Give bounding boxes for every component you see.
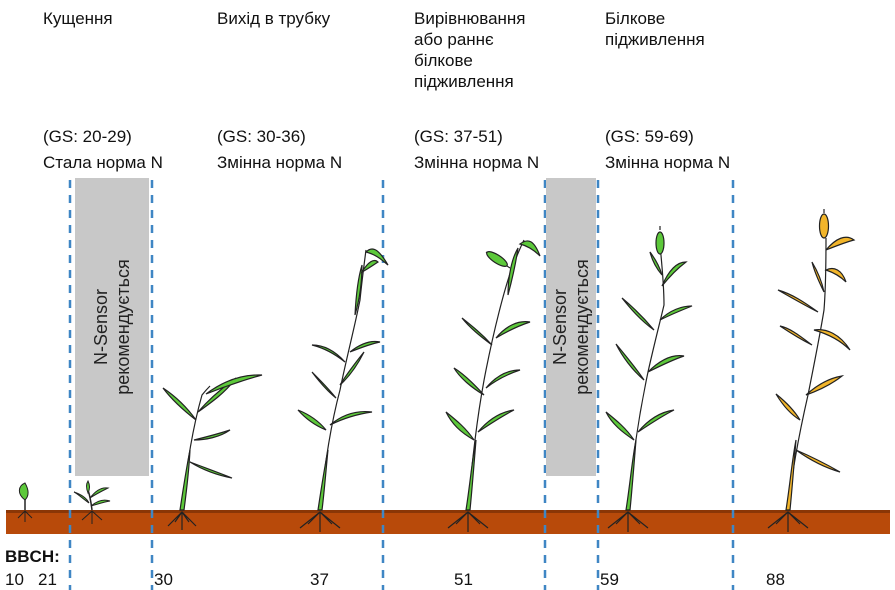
stage-gs-range: (GS: 59-69): [605, 127, 694, 146]
n-sensor-recommended: рекомендується: [113, 259, 133, 395]
stage-tillering: Кущення (GS: 20-29) Стала норма N: [43, 8, 163, 172]
bbch-value: 10: [5, 570, 24, 589]
stage-name: Кущення: [43, 9, 113, 28]
bbch-value: 37: [310, 570, 329, 589]
soil-strip: [6, 510, 890, 534]
bbch-value: 88: [766, 570, 785, 589]
plant-bbch-30: [162, 374, 263, 530]
stage-n-rate: Змінна норма N: [605, 153, 731, 172]
n-sensor-box: N-Sensor рекомендується: [546, 178, 596, 476]
n-sensor-label: N-Sensor рекомендується: [549, 259, 593, 395]
bbch-title: BBCH:: [5, 547, 60, 566]
ear-ripe: [818, 209, 830, 239]
stage-gs-range: (GS: 37-51): [414, 127, 503, 146]
stage-stem-elongation: Вихід в трубку (GS: 30-36) Змінна норма …: [217, 8, 342, 172]
stage-name: Вихід в трубку: [217, 9, 331, 28]
stage-gs-range: (GS: 30-36): [217, 127, 306, 146]
plant-bbch-37: [297, 248, 389, 532]
stage-protein-feeding: Білкове підживлення (GS: 59-69) Змінна н…: [605, 8, 730, 172]
stage-early-protein: Вирівнювання або раннє білкове підживлен…: [414, 8, 539, 172]
stage-name: Вирівнювання або раннє білкове підживлен…: [414, 9, 526, 91]
stage-n-rate: Змінна норма N: [414, 153, 540, 172]
ear-green: [485, 251, 511, 269]
n-sensor-name: N-Sensor: [91, 288, 111, 366]
plant-bbch-51: [445, 239, 541, 532]
n-sensor-box: N-Sensor рекомендується: [75, 178, 149, 476]
n-sensor-recommended: рекомендується: [572, 259, 592, 395]
plant-bbch-21: [73, 480, 111, 524]
stage-gs-range: (GS: 20-29): [43, 127, 132, 146]
n-sensor-label: N-Sensor рекомендується: [90, 259, 134, 395]
bbch-value: 51: [454, 570, 473, 589]
bbch-value: 59: [600, 570, 619, 589]
bbch-value: 21: [38, 570, 57, 589]
stage-name: Білкове підживлення: [605, 9, 705, 49]
bbch-value: 30: [154, 570, 173, 589]
plant-bbch-59: [605, 226, 693, 532]
stage-n-rate: Стала норма N: [43, 153, 163, 172]
soil-surface: [6, 510, 890, 513]
n-sensor-name: N-Sensor: [550, 288, 570, 366]
plant-bbch-10: [17, 482, 33, 522]
stage-n-rate: Змінна норма N: [217, 153, 343, 172]
plant-bbch-88: [767, 209, 856, 532]
ear-green: [655, 226, 665, 255]
